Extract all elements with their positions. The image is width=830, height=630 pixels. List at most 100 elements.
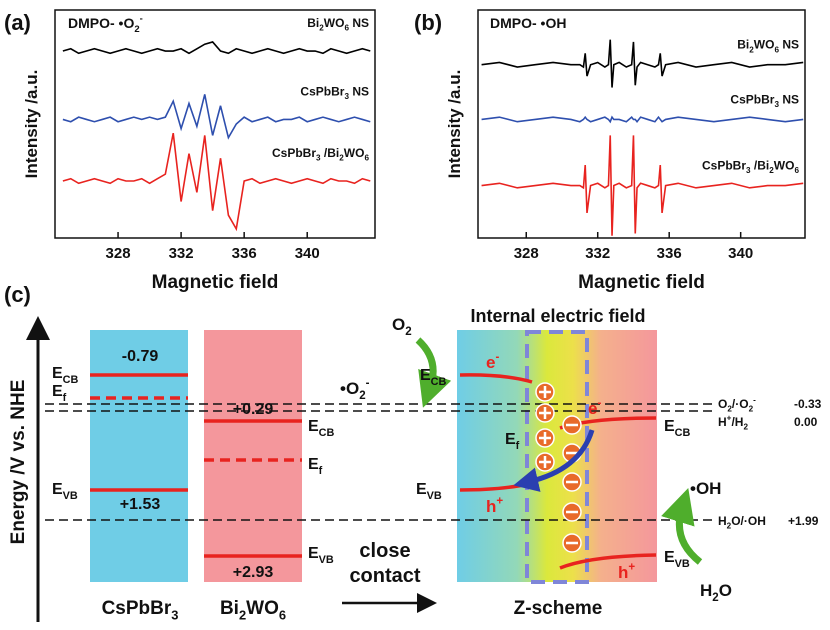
species: •OH [690,479,721,498]
text-part: DMPO- •OH [490,15,566,31]
x-tick-label: 340 [728,245,753,262]
cb-value: -0.79 [122,348,159,365]
redox-couple: O2/·O2- [718,396,756,414]
text-part: - [753,396,756,405]
chart-title: DMPO- •O2- [68,14,143,36]
text-part: 6 [279,608,286,623]
text-part: O [718,397,727,411]
vb-line [559,553,657,570]
text-part: E [664,549,675,566]
text-part: E [505,431,516,448]
text-part: /·O [732,397,749,411]
text-part: E [416,481,427,498]
scheme-name: Z-scheme [514,598,603,619]
vb-value: +2.93 [233,564,274,581]
text-part: VB [427,490,442,502]
y-axis-label: Intensity /a.u. [445,70,464,179]
text-part: 2 [712,592,718,604]
text-part: 2 [239,608,246,623]
band-label: Ef [52,383,67,404]
text-part: 2 [749,45,754,54]
text-part: VB [675,558,690,570]
text-part: 3 [774,100,779,109]
x-tick-label: 332 [169,245,194,262]
text-part: 3 [746,166,751,175]
text-part: O [392,315,405,334]
text-part: WO [774,159,795,173]
text-part: CsPbBr [272,146,316,160]
text-part: - [495,351,499,363]
epr-chart: (b) DMPO- •OH Magnetic field Intensity /a.u… [414,9,806,293]
text-part: CsPbBr [300,84,344,98]
material-name: Bi2WO6 [220,598,286,623]
text-part: E [664,418,675,435]
text-part: NS [779,38,799,52]
redox-potential: -0.33 [794,397,822,411]
species: O2 [392,315,412,338]
band-label: ECB [308,418,335,439]
spectrum-line [481,115,804,124]
text-part: 6 [364,154,369,163]
text-part: VB [63,490,78,502]
species: H2O [700,581,732,604]
text-part: CB [675,427,691,439]
transition-text: contact [349,565,420,587]
series-label: CsPbBr3 NS [730,92,799,109]
x-tick-label: 328 [106,245,131,262]
text-part: + [628,561,635,573]
text-part: /Bi [751,159,770,173]
text-part: O/·OH [731,514,766,528]
text-part: 2 [405,326,411,338]
chart-title: DMPO- •OH [490,15,566,31]
panel-label: (b) [414,10,442,35]
text-part: E [420,367,431,384]
text-part: E [52,481,63,498]
band-label: EVB [308,545,334,566]
text-part: NS [349,84,369,98]
x-tick-label: 340 [295,245,320,262]
x-tick-label: 332 [585,245,610,262]
z-scheme-block [457,330,657,582]
material-name: CsPbBr3 [102,598,179,623]
minus-signs [566,423,578,545]
x-tick-label: 336 [657,245,682,262]
plot-frame [54,9,376,239]
text-part: 2 [743,423,748,432]
text-part: E [52,383,63,400]
band-label: EVB [416,481,442,502]
cb-line [459,373,533,384]
band-label: ECB [664,418,691,439]
text-part: CB [63,374,79,386]
text-part: 2 [339,154,344,163]
text-part: + [727,414,732,423]
band-label: ECB [420,367,447,388]
text-part: 3 [316,154,321,163]
text-part: 2 [749,405,754,414]
text-part: 2 [769,166,774,175]
text-part: 6 [794,166,799,175]
field-title: Internal electric field [470,306,645,326]
carrier: e- [588,397,601,418]
text-part: f [516,440,520,452]
spectrum-line [62,41,371,55]
series-label: Bi2WO6 NS [307,16,369,33]
redox-couple: H+/H2 [718,414,748,432]
text-part: f [63,392,67,404]
text-part: - [366,377,370,389]
text-part: Bi [220,598,239,619]
text-part: 6 [774,45,779,54]
text-part: + [496,495,503,507]
interface [525,330,589,584]
text-part: H [718,415,727,429]
text-part: Bi [307,16,319,30]
text-part: E [52,365,63,382]
series-label: CsPbBr3 NS [300,84,369,101]
bi2wo6-block [204,330,302,582]
x-tick-label: 336 [232,245,257,262]
text-part: H [700,581,712,600]
text-part: /H [731,415,743,429]
y-axis-label: Energy /V vs. NHE [8,380,29,545]
text-part: h [618,563,628,582]
band-label: ECB [52,365,79,386]
